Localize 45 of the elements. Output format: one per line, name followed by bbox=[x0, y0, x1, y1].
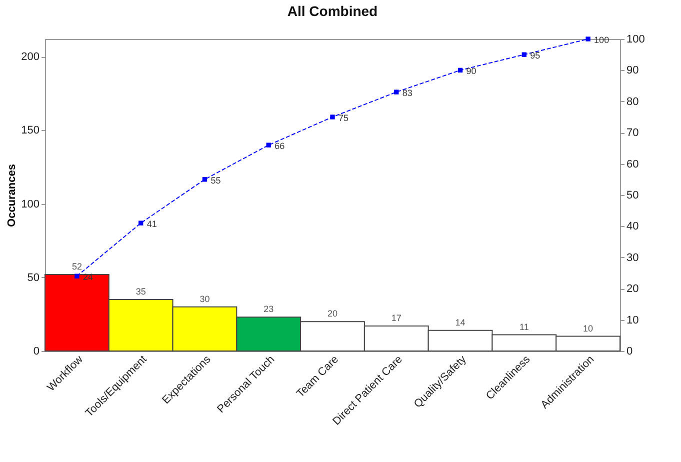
data-label: 41 bbox=[146, 219, 157, 230]
chart-title: All Combined bbox=[287, 3, 378, 19]
data-label: 10 bbox=[583, 323, 594, 334]
point bbox=[458, 68, 463, 73]
y2-tick-label: 100 bbox=[626, 34, 645, 46]
data-label: 17 bbox=[391, 312, 402, 323]
point bbox=[586, 36, 590, 42]
y2-tick-label: 60 bbox=[626, 158, 639, 170]
data-label: 75 bbox=[338, 113, 349, 123]
point bbox=[394, 90, 399, 94]
data-label: 66 bbox=[274, 141, 285, 152]
y2-tick-label: 20 bbox=[626, 283, 639, 296]
point bbox=[202, 177, 208, 182]
data-label: 14 bbox=[455, 317, 466, 328]
data-label: 20 bbox=[327, 308, 338, 319]
data-label: 23 bbox=[264, 304, 274, 314]
y-axis-title: Occurances bbox=[6, 164, 18, 227]
y2-tick-label: 0 bbox=[626, 346, 633, 358]
data-label: 95 bbox=[530, 50, 540, 61]
data-label: 52 bbox=[72, 261, 82, 272]
y2-tick-label: 50 bbox=[626, 190, 639, 202]
data-label: 100 bbox=[594, 35, 610, 45]
y2-tick-label: 10 bbox=[626, 314, 639, 326]
data-label: 30 bbox=[200, 294, 210, 304]
y2-tick-label: 70 bbox=[626, 127, 639, 140]
data-label: 83 bbox=[402, 88, 412, 98]
y2-tick-label: 40 bbox=[626, 220, 639, 233]
point bbox=[138, 220, 144, 226]
y-tick-label: 150 bbox=[21, 124, 40, 137]
point bbox=[74, 274, 80, 278]
data-label: 90 bbox=[466, 66, 476, 76]
data-label: 11 bbox=[519, 322, 529, 332]
data-label: 35 bbox=[136, 286, 146, 296]
y-tick-label: 100 bbox=[21, 198, 40, 210]
data-label: 55 bbox=[210, 175, 221, 186]
y2-tick-label: 80 bbox=[626, 96, 639, 108]
y2-tick-label: 30 bbox=[626, 252, 639, 264]
y-tick-label: 200 bbox=[21, 51, 40, 64]
y-tick-label: 50 bbox=[27, 272, 40, 284]
y-tick-label: 0 bbox=[33, 346, 40, 358]
point bbox=[266, 142, 271, 148]
y2-tick-label: 90 bbox=[626, 64, 639, 77]
point bbox=[522, 52, 527, 57]
data-label: 24 bbox=[82, 272, 93, 282]
point bbox=[330, 114, 335, 120]
